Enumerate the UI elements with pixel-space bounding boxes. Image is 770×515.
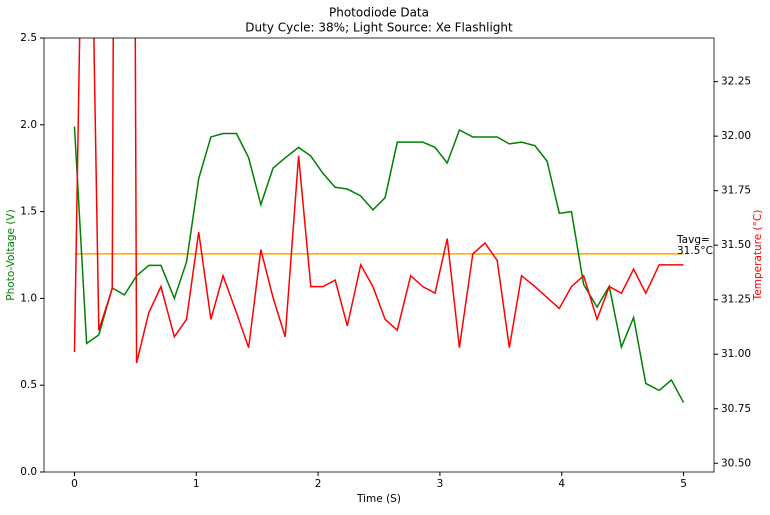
x-tick-label: 2 — [315, 478, 322, 490]
chart-subtitle: Duty Cycle: 38%; Light Source: Xe Flashl… — [245, 21, 513, 35]
x-tick-label: 0 — [71, 478, 78, 490]
tavg-annotation: Tavg= — [676, 234, 710, 246]
chart-title: Photodiode Data — [329, 6, 429, 20]
y-axis-label: Photo-Voltage (V) — [5, 209, 17, 300]
x-tick-label: 5 — [680, 478, 687, 490]
tavg-annotation: 31.5°C — [677, 245, 713, 257]
plot-frame — [43, 37, 715, 473]
y-tick-label: 1.0 — [20, 292, 37, 304]
y-tick-label: 2.0 — [20, 119, 37, 131]
y2-tick-label: 32.00 — [721, 130, 751, 142]
x-tick-label: 4 — [558, 478, 565, 490]
y2-tick-label: 31.25 — [721, 294, 751, 306]
y-tick-label: 1.5 — [20, 206, 37, 218]
series-line — [73, 126, 685, 403]
series-line — [73, 38, 684, 364]
x-tick-label: 1 — [193, 478, 200, 490]
y2-tick-label: 30.75 — [721, 403, 751, 415]
plot-area — [73, 38, 685, 403]
y-tick-label: 0.0 — [20, 466, 37, 478]
y-tick-label: 0.5 — [20, 379, 37, 391]
y2-axis-label: Temperature (°C) — [752, 210, 764, 302]
y2-tick-label: 31.75 — [721, 185, 751, 197]
y2-tick-label: 31.00 — [721, 348, 751, 360]
y2-tick-label: 32.25 — [721, 76, 751, 88]
x-tick-label: 3 — [437, 478, 444, 490]
y2-tick-label: 30.50 — [721, 457, 751, 469]
y2-tick-label: 31.50 — [721, 239, 751, 251]
y-tick-label: 2.5 — [20, 32, 37, 44]
x-axis-label: Time (S) — [356, 493, 401, 505]
